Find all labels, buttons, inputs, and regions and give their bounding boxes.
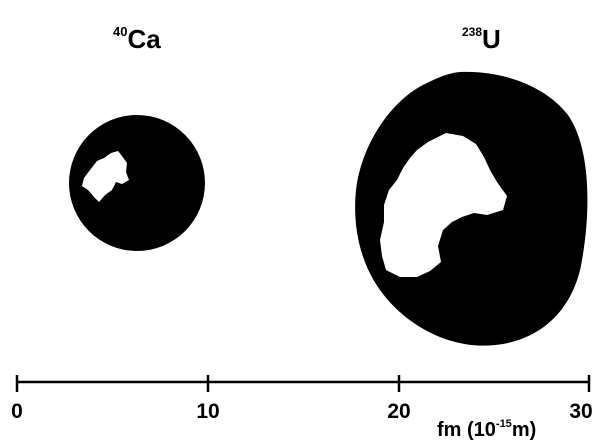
ca-label: 40Ca: [113, 24, 161, 54]
ca-symbol: Ca: [127, 24, 161, 54]
ca-nucleus: [69, 115, 205, 251]
axis-unit-main: fm (10: [437, 419, 496, 441]
ca-highlight: [82, 151, 129, 202]
tick-label-0: 0: [11, 400, 23, 423]
u-highlight: [380, 133, 507, 277]
axis-unit-tail: m): [512, 419, 536, 441]
fm-axis: 0 10 20 30 fm (10-15m): [11, 375, 593, 441]
ca-nucleus-body: [69, 115, 205, 251]
ca-mass-number: 40: [113, 24, 127, 39]
u-label: 238U: [462, 24, 501, 54]
tick-label-30: 30: [569, 400, 592, 423]
axis-unit-exponent: -15: [496, 418, 512, 430]
tick-label-10: 10: [196, 400, 219, 423]
u-symbol: U: [482, 24, 501, 54]
u-nucleus: [355, 71, 588, 346]
u-mass-number: 238: [462, 25, 482, 39]
tick-label-20: 20: [387, 400, 410, 423]
axis-unit-label: fm (10-15m): [437, 418, 536, 441]
